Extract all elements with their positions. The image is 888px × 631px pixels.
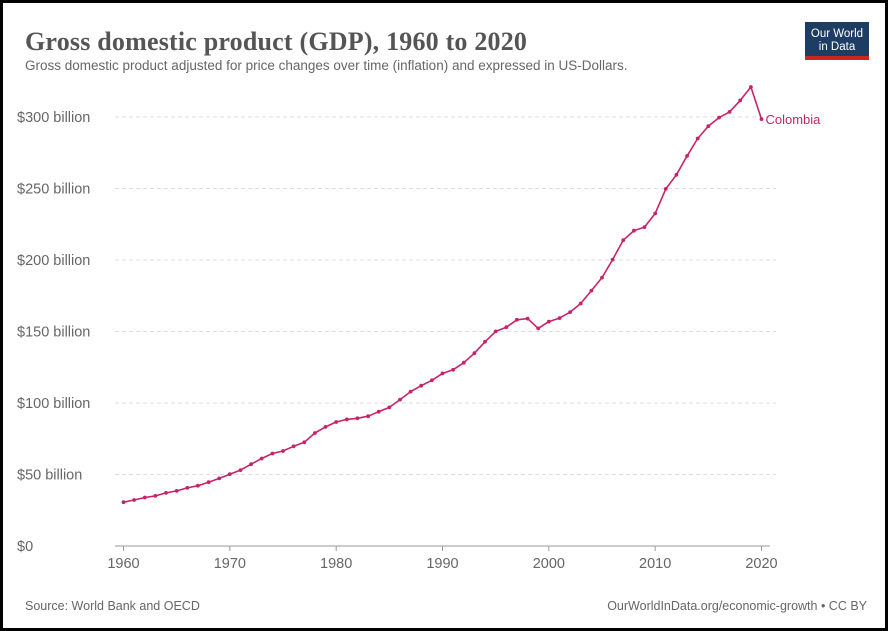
data-point[interactable]: [302, 440, 307, 445]
x-axis: 1960 1970 1980 1990 2000 2010 2020: [107, 545, 778, 572]
data-point[interactable]: [227, 472, 232, 477]
y-tick-label: $200 billion: [17, 253, 90, 269]
data-point[interactable]: [408, 389, 413, 394]
data-point[interactable]: [642, 225, 647, 230]
data-point[interactable]: [217, 476, 222, 481]
data-point[interactable]: [546, 319, 551, 324]
data-point[interactable]: [419, 383, 424, 388]
data-point[interactable]: [185, 486, 190, 490]
data-point[interactable]: [196, 483, 200, 488]
series-layer: Colombia: [121, 85, 821, 505]
data-point[interactable]: [153, 494, 158, 498]
data-point[interactable]: [727, 110, 732, 114]
line-chart: $0 $50 billion $100 billion $150 billion $20…: [17, 85, 821, 572]
x-tick-label: 2010: [639, 556, 671, 572]
y-axis: $0 $50 billion $100 billion $150 billion $20…: [17, 110, 90, 555]
data-point[interactable]: [504, 325, 509, 330]
y-tick-label: $250 billion: [17, 182, 90, 198]
owid-logo[interactable]: Our World in Data: [805, 22, 869, 60]
data-point[interactable]: [621, 238, 626, 243]
data-point[interactable]: [759, 117, 764, 121]
data-point[interactable]: [589, 288, 594, 293]
x-tick-label: 1980: [320, 556, 352, 572]
x-tick-label: 2000: [533, 556, 565, 572]
data-point[interactable]: [238, 468, 243, 472]
data-point[interactable]: [430, 378, 434, 383]
data-point[interactable]: [132, 498, 137, 502]
data-point[interactable]: [472, 351, 477, 356]
data-point[interactable]: [249, 462, 254, 467]
data-point[interactable]: [355, 416, 360, 421]
data-point[interactable]: [323, 425, 328, 429]
data-point[interactable]: [632, 228, 636, 233]
data-point[interactable]: [536, 326, 541, 331]
data-point[interactable]: [695, 136, 700, 141]
data-point[interactable]: [738, 98, 743, 103]
data-point[interactable]: [600, 275, 604, 280]
data-point[interactable]: [451, 367, 455, 372]
chart-title: Gross domestic product (GDP), 1960 to 20…: [25, 27, 528, 56]
data-point[interactable]: [270, 451, 275, 456]
data-point[interactable]: [653, 211, 658, 216]
y-tick-label: $300 billion: [17, 110, 90, 126]
data-point[interactable]: [313, 431, 317, 435]
credit-link[interactable]: OurWorldInData.org/economic-growth • CC …: [607, 599, 867, 613]
data-point[interactable]: [291, 444, 296, 449]
data-point[interactable]: [174, 489, 179, 493]
y-tick-label: $50 billion: [17, 468, 82, 484]
chart-subtitle: Gross domestic product adjusted for pric…: [25, 58, 628, 73]
data-point[interactable]: [142, 495, 147, 500]
data-point[interactable]: [461, 360, 466, 365]
data-point[interactable]: [525, 316, 530, 321]
data-point[interactable]: [206, 480, 211, 485]
data-point[interactable]: [440, 371, 445, 376]
data-point[interactable]: [706, 124, 711, 129]
y-tick-label: $0: [17, 539, 33, 555]
y-tick-label: $150 billion: [17, 325, 90, 341]
data-point[interactable]: [493, 329, 498, 334]
chart-frame: Gross domestic product (GDP), 1960 to 20…: [3, 3, 885, 628]
data-point[interactable]: [663, 187, 668, 191]
data-point[interactable]: [568, 310, 572, 314]
data-point[interactable]: [281, 449, 285, 453]
data-point[interactable]: [717, 115, 721, 120]
data-point[interactable]: [259, 456, 264, 461]
data-point[interactable]: [674, 172, 679, 177]
data-point[interactable]: [366, 414, 370, 419]
data-point[interactable]: [121, 500, 126, 505]
x-tick-label: 1970: [214, 556, 246, 572]
series-label[interactable]: Colombia: [765, 112, 821, 127]
x-tick-label: 1960: [107, 556, 139, 572]
series-line-colombia: [123, 86, 763, 503]
data-point[interactable]: [578, 301, 583, 306]
y-tick-label: $100 billion: [17, 396, 90, 412]
logo-line-1: Our World: [810, 28, 864, 40]
data-point[interactable]: [610, 257, 615, 262]
data-point[interactable]: [515, 317, 519, 322]
data-point[interactable]: [334, 420, 339, 424]
data-point[interactable]: [164, 491, 168, 495]
source-note: Source: World Bank and OECD: [25, 599, 200, 613]
data-point[interactable]: [749, 85, 753, 89]
data-point[interactable]: [387, 405, 392, 410]
x-tick-label: 2020: [745, 556, 777, 572]
data-point[interactable]: [557, 316, 562, 320]
data-point[interactable]: [685, 154, 689, 158]
data-point[interactable]: [398, 397, 402, 402]
data-point[interactable]: [376, 409, 381, 414]
data-point[interactable]: [344, 417, 349, 422]
grid-layer: [115, 116, 776, 475]
x-tick-label: 1990: [426, 556, 458, 572]
data-point[interactable]: [483, 339, 487, 344]
logo-line-2: in Data: [818, 41, 856, 53]
